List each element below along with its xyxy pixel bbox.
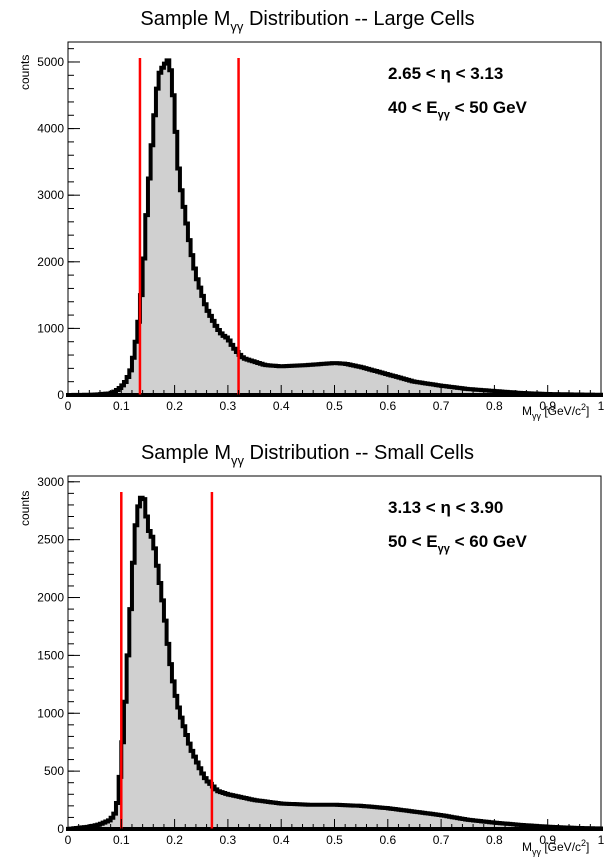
- x-axis-label: Mγγ [GeV/c2]: [522, 402, 590, 421]
- x-tick-label: 0.6: [379, 399, 396, 413]
- y-tick-label: 500: [44, 764, 64, 778]
- x-tick-label: 0.5: [326, 833, 343, 847]
- x-tick-label: 0.3: [220, 833, 237, 847]
- y-axis-label: counts: [18, 490, 32, 526]
- energy-range-annotation: 50 < Eγγ < 60 GeV: [388, 532, 527, 555]
- y-tick-label: 5000: [37, 55, 64, 69]
- x-tick-label: 0.2: [166, 833, 183, 847]
- x-axis-label: Mγγ [GeV/c2]: [522, 838, 590, 857]
- x-tick-label: 0.9: [539, 399, 556, 413]
- x-tick-label: 0: [65, 399, 72, 413]
- x-tick-label: 0.8: [486, 399, 503, 413]
- x-tick-label: 1: [598, 399, 605, 413]
- y-tick-label: 0: [57, 822, 64, 836]
- chart-panel-large-cells: Sample Mγγ Distribution -- Large Cells 0…: [0, 0, 615, 433]
- x-tick-label: 0.7: [433, 399, 450, 413]
- y-tick-label: 3000: [37, 188, 64, 202]
- histogram-fill: [68, 60, 601, 395]
- x-tick-label: 0.1: [113, 833, 130, 847]
- x-tick-label: 0.6: [379, 833, 396, 847]
- x-tick-label: 0.8: [486, 833, 503, 847]
- chart-title: Sample Mγγ Distribution -- Small Cells: [140, 442, 475, 468]
- y-tick-label: 2000: [37, 591, 64, 605]
- eta-range-annotation: 2.65 < η < 3.13: [388, 64, 504, 83]
- y-tick-label: 1000: [37, 321, 64, 335]
- y-axis-label: counts: [18, 54, 32, 90]
- y-tick-label: 0: [57, 388, 64, 402]
- x-tick-label: 0.3: [220, 399, 237, 413]
- x-tick-label: 0.7: [433, 833, 450, 847]
- y-tick-label: 4000: [37, 122, 64, 136]
- y-tick-label: 1000: [37, 706, 64, 720]
- y-tick-label: 3000: [37, 475, 64, 489]
- x-tick-label: 0.2: [166, 399, 183, 413]
- x-tick-label: 0.1: [113, 399, 130, 413]
- x-tick-label: 0.5: [326, 399, 343, 413]
- histogram-line: [66, 58, 603, 397]
- histogram-plot: 0 0.1 0.2 0.3 0.4 0.5 0.6 0.7 0.8 0.9 1 0 1000 2000 30…: [37, 41, 605, 413]
- eta-range-annotation: 3.13 < η < 3.90: [388, 498, 504, 517]
- x-tick-label: 0.4: [273, 399, 290, 413]
- chart-panel-small-cells: Sample Mγγ Distribution -- Small Cells 0…: [0, 434, 615, 867]
- energy-range-annotation: 40 < Eγγ < 50 GeV: [388, 98, 527, 121]
- y-tick-label: 2000: [37, 255, 64, 269]
- chart-title: Sample Mγγ Distribution -- Large Cells: [140, 8, 475, 34]
- x-tick-label: 0: [65, 833, 72, 847]
- y-tick-label: 1500: [37, 648, 64, 662]
- y-tick-label: 2500: [37, 533, 64, 547]
- x-tick-label: 1: [598, 833, 605, 847]
- histogram-plot: 0 0.1 0.2 0.3 0.4 0.5 0.6 0.7 0.8 0.9 1 0 500 1000 150…: [37, 475, 605, 847]
- x-tick-label: 0.9: [539, 833, 556, 847]
- x-tick-label: 0.4: [273, 833, 290, 847]
